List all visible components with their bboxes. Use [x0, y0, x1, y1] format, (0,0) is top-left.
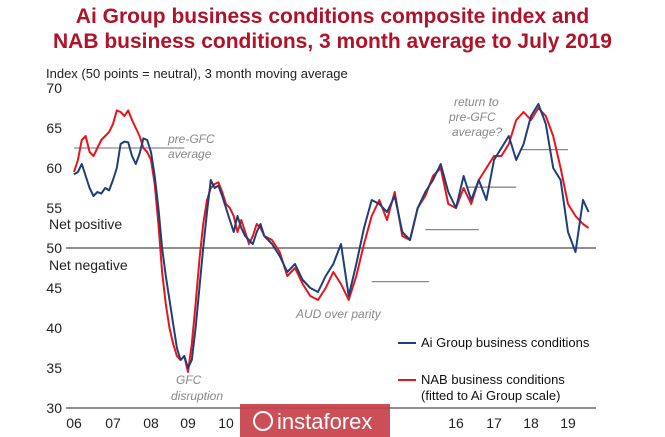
x-tick-label: 07: [105, 415, 121, 431]
watermark-logo-icon: [253, 411, 273, 431]
y-tick-label: 50: [46, 240, 62, 256]
y-axis-label: Index (50 points = neutral), 3 month mov…: [46, 66, 348, 81]
y-tick-label: 45: [46, 280, 62, 296]
return-annotation-line3: average?: [452, 125, 502, 139]
chart-title-line1: Ai Group business conditions composite i…: [75, 5, 590, 28]
x-axis-ticks: 06 07 08 09 10 16 17 18 19: [66, 415, 576, 431]
x-tick-label: 19: [560, 415, 576, 431]
x-tick-label: 10: [218, 415, 234, 431]
legend-nab-label: NAB business conditions: [421, 372, 565, 387]
legend: Ai Group business conditions NAB busines…: [398, 335, 590, 403]
pre-gfc-annotation-line1: pre-GFC: [167, 132, 215, 146]
y-tick-label: 30: [46, 400, 62, 416]
chart-title-line2: NAB business conditions, 3 month average…: [53, 30, 612, 53]
y-axis-ticks: 70 65 60 55 50 45 40 35 30: [46, 80, 62, 416]
watermark-banner: [240, 404, 390, 437]
x-tick-label: 06: [66, 415, 82, 431]
x-tick-label: 09: [180, 415, 196, 431]
x-tick-label: 17: [486, 415, 502, 431]
y-tick-label: 60: [46, 160, 62, 176]
watermark-text: instaforex: [277, 409, 372, 434]
x-tick-label: 18: [523, 415, 539, 431]
y-tick-label: 55: [46, 200, 62, 216]
y-tick-label: 70: [46, 80, 62, 96]
net-positive-label: Net positive: [49, 216, 122, 232]
pre-gfc-annotation-line2: average: [168, 147, 212, 161]
x-tick-label: 08: [143, 415, 159, 431]
legend-ai-label: Ai Group business conditions: [421, 335, 590, 350]
y-tick-label: 65: [46, 120, 62, 136]
y-tick-label: 35: [46, 360, 62, 376]
y-tick-label: 40: [46, 320, 62, 336]
ai-group-series-line: [73, 103, 590, 369]
return-annotation-line1: return to: [454, 95, 499, 109]
legend-nab-sublabel: (fitted to Ai Group scale): [421, 388, 560, 403]
net-negative-label: Net negative: [49, 257, 128, 273]
reference-lines: [74, 147, 568, 283]
gfc-annotation-line1: GFC: [176, 373, 202, 387]
gfc-annotation-line2: disruption: [171, 389, 223, 403]
x-tick-label: 16: [448, 415, 464, 431]
chart-title: Ai Group business conditions composite i…: [0, 4, 665, 54]
return-annotation-line2: pre-GFC: [448, 110, 496, 124]
aud-annotation: AUD over parity: [295, 307, 382, 321]
watermark: instaforex: [240, 404, 390, 437]
